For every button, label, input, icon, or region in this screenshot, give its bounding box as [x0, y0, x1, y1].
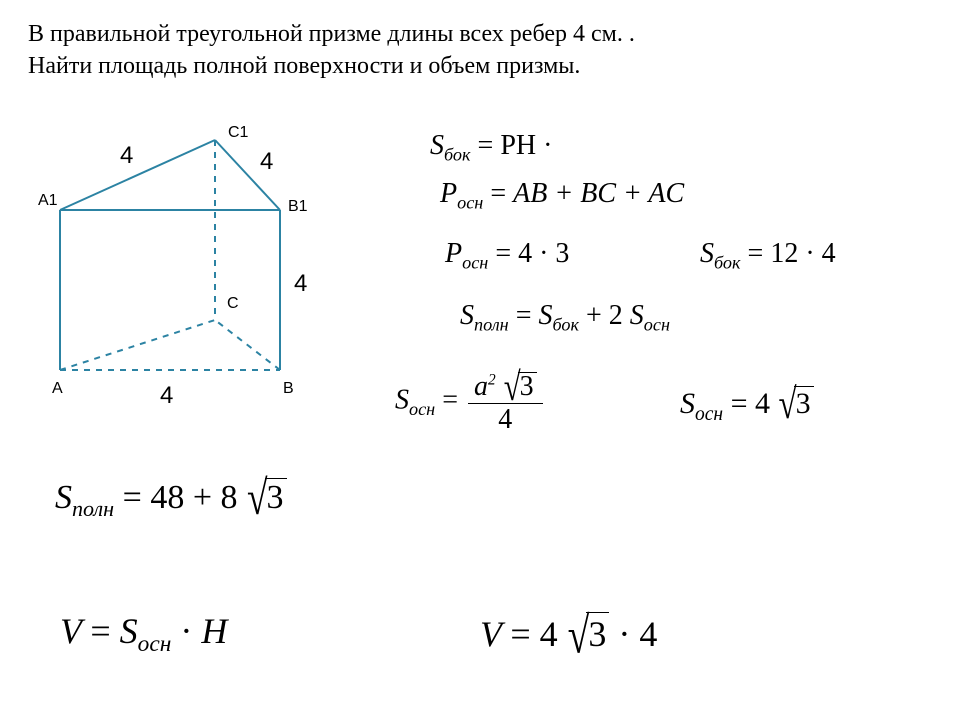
vertex-label-A: А: [52, 380, 63, 398]
formula-spoln-val: Sполн = 48 + 8 √3: [55, 475, 287, 522]
edge-label-top-left: 4: [120, 142, 133, 170]
formula-sbok-ph: Sбок = PH ·: [430, 130, 552, 166]
formula-v-val: V = 4 √3 · 4: [480, 610, 657, 656]
formula-sosn-4root3: Sосн = 4 √3: [680, 385, 814, 426]
formula-posn-4x3: Pосн = 4 · 3: [445, 238, 569, 274]
problem-line-2: Найти площадь полной поверхности и объем…: [28, 53, 580, 79]
vertex-label-B1: В1: [288, 198, 308, 216]
formula-spoln-sum: Sполн = Sбок + 2 Sосн: [460, 300, 670, 336]
problem-statement: В правильной треугольной призме длины вс…: [28, 18, 908, 83]
vertex-label-C1: С1: [228, 124, 248, 142]
edge-label-right: 4: [294, 270, 307, 298]
edge-label-bottom: 4: [160, 382, 173, 410]
formula-v-sh: V = Sосн · H: [60, 610, 227, 658]
formula-posn-abc: Pосн = AB + BC + AC: [440, 178, 684, 214]
problem-line-1: В правильной треугольной призме длины вс…: [28, 21, 635, 47]
vertex-label-B: В: [283, 380, 294, 398]
vertex-label-A1: А1: [38, 192, 58, 210]
formula-sosn-frac: Sосн = a2 √3 4: [395, 370, 546, 434]
edge-label-top-right: 4: [260, 148, 273, 176]
prism-svg: [20, 120, 340, 410]
vertex-label-C: С: [227, 295, 239, 313]
prism-diagram: А В С А1 В1 С1 4 4 4 4: [20, 120, 340, 410]
formula-sbok-12x4: Sбок = 12 · 4: [700, 238, 836, 274]
